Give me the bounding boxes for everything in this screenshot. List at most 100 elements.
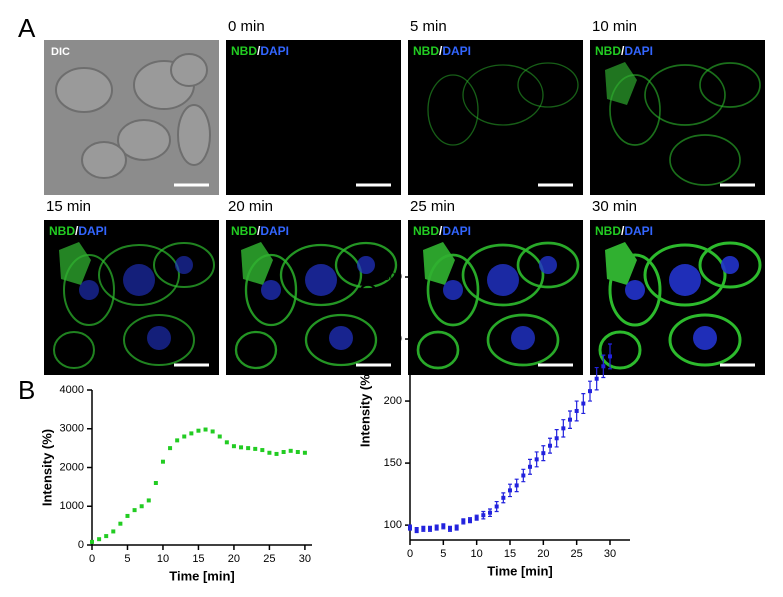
data-point xyxy=(189,431,194,436)
data-point xyxy=(601,364,606,369)
cell-membrane xyxy=(53,331,95,369)
data-point xyxy=(97,537,102,542)
cell-membrane xyxy=(123,314,195,366)
data-point xyxy=(441,524,446,529)
cell xyxy=(177,104,211,166)
x-tick-label: 10 xyxy=(471,548,483,560)
stain-dapi: DAPI xyxy=(260,44,289,58)
data-point xyxy=(160,459,165,464)
data-point xyxy=(588,389,592,394)
y-tick-label: 250 xyxy=(384,333,402,345)
cell-cluster xyxy=(423,242,455,285)
stain-sep: / xyxy=(257,44,261,58)
frame-title: 25 min xyxy=(410,198,455,215)
data-point xyxy=(295,450,300,454)
stain-nbd: NBD xyxy=(231,44,257,58)
stain-nbd: NBD xyxy=(49,224,75,238)
data-point xyxy=(541,451,546,456)
x-tick-label: 15 xyxy=(192,553,204,565)
x-tick-label: 30 xyxy=(604,548,616,560)
data-point xyxy=(521,473,526,478)
data-point xyxy=(175,438,180,443)
fluorescence-image: NBD/DAPI xyxy=(226,40,401,195)
nucleus xyxy=(669,264,701,296)
data-point xyxy=(210,429,215,434)
data-point xyxy=(168,446,173,451)
nucleus xyxy=(693,326,717,350)
x-tick-label: 20 xyxy=(228,553,240,565)
stain-dapi: DAPI xyxy=(442,44,471,58)
stain-dapi: DAPI xyxy=(624,44,653,58)
stain-sep: / xyxy=(257,224,261,238)
data-point xyxy=(454,525,459,530)
data-point xyxy=(288,448,293,453)
frame-title: 30 min xyxy=(592,198,637,215)
x-tick-label: 0 xyxy=(407,548,413,560)
cell xyxy=(55,67,113,113)
stain-nbd: NBD xyxy=(595,224,621,238)
data-point xyxy=(561,426,566,431)
cell-membrane xyxy=(699,62,761,108)
cell-membrane xyxy=(643,243,727,307)
fluorescence-image: NBD/DAPI xyxy=(408,220,583,375)
stain-label: NBD/DAPI xyxy=(231,224,289,238)
cell-cluster xyxy=(605,242,637,285)
panel-label: B xyxy=(18,375,35,405)
stain-label: NBD/DAPI xyxy=(413,224,471,238)
frame-title: 5 min xyxy=(410,18,447,35)
panel-label: A xyxy=(18,13,36,43)
data-point xyxy=(125,513,130,518)
data-point xyxy=(139,504,144,509)
x-tick-label: 0 xyxy=(89,553,95,565)
data-point xyxy=(302,450,307,455)
cell-membrane xyxy=(698,241,762,289)
nucleus xyxy=(261,280,281,300)
data-point xyxy=(224,440,229,445)
data-point xyxy=(488,510,492,515)
fluorescence-image: NBD/DAPI xyxy=(590,220,765,375)
data-point xyxy=(90,539,94,544)
x-tick-label: 20 xyxy=(537,548,549,560)
stain-label: NBD/DAPI xyxy=(413,44,471,58)
fluorescence-image: NBD/DAPI xyxy=(226,220,401,375)
x-tick-label: 25 xyxy=(263,553,275,565)
frame-title: 10 min xyxy=(592,18,637,35)
x-tick-label: 30 xyxy=(299,553,311,565)
data-point xyxy=(434,525,439,530)
data-point xyxy=(514,483,519,488)
y-axis-title: Intensity (%) xyxy=(39,429,54,506)
frame-title: 20 min xyxy=(228,198,273,215)
data-point xyxy=(461,519,466,524)
data-point xyxy=(153,481,158,485)
cell-membrane xyxy=(609,74,661,146)
fluorescence-image: NBD/DAPI xyxy=(44,220,219,375)
panel-label: C xyxy=(358,278,377,308)
cell-membrane xyxy=(98,244,180,306)
stain-nbd: NBD xyxy=(413,44,439,58)
image-bg xyxy=(226,40,401,195)
nucleus xyxy=(625,280,645,300)
cell xyxy=(81,141,127,179)
cell-cluster xyxy=(605,62,637,105)
y-tick-label: 200 xyxy=(384,395,402,407)
data-point xyxy=(501,495,506,500)
data-point xyxy=(594,376,599,381)
stain-dapi: DAPI xyxy=(442,224,471,238)
y-tick-label: 2000 xyxy=(60,461,84,473)
nucleus xyxy=(511,326,535,350)
data-point xyxy=(414,528,419,533)
data-point xyxy=(548,443,552,448)
cell-membrane xyxy=(461,243,545,307)
nucleus xyxy=(175,256,193,274)
cell-cluster xyxy=(241,242,273,285)
cell-membrane xyxy=(304,313,378,367)
stain-label: NBD/DAPI xyxy=(49,224,107,238)
data-point xyxy=(481,513,486,518)
stain-dapi: DAPI xyxy=(260,224,289,238)
y-tick-label: 3000 xyxy=(60,423,84,435)
data-point xyxy=(608,354,612,359)
cell-membrane xyxy=(669,134,741,186)
frame-title: 15 min xyxy=(46,198,91,215)
cell-membrane xyxy=(598,330,642,370)
y-tick-label: 4000 xyxy=(60,384,84,396)
